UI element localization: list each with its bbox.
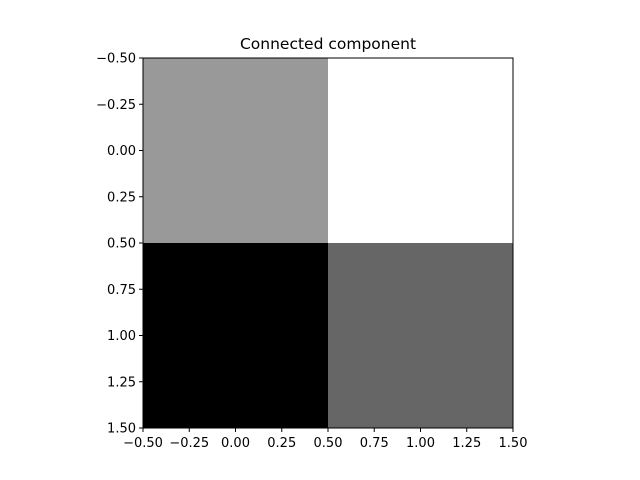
y-tick-label: 1.25 — [107, 375, 136, 390]
y-tick-label: 0.25 — [107, 190, 136, 205]
y-tick-label: 0.50 — [107, 237, 136, 252]
heatmap-cells — [143, 58, 513, 428]
x-tick-label: 1.25 — [452, 436, 481, 451]
chart-title: Connected component — [240, 35, 416, 53]
y-tick-label: 0.00 — [107, 144, 136, 159]
y-tick-label: 1.50 — [107, 422, 136, 437]
y-tick-label: −0.25 — [96, 98, 136, 113]
heatmap-cell-r1-c1 — [328, 243, 513, 428]
x-axis: −0.50 −0.25 0.00 0.25 0.50 0.75 1.00 1.25 1.50 — [123, 428, 527, 451]
x-tick-label: 1.50 — [499, 436, 528, 451]
heatmap-cell-r1-c0 — [143, 243, 328, 428]
heatmap-cell-r0-c0 — [143, 58, 328, 243]
x-tick-label: 0.25 — [267, 436, 296, 451]
axes-frame — [142, 57, 514, 429]
x-tick-label: −0.50 — [123, 436, 163, 451]
x-tick-label: 0.75 — [360, 436, 389, 451]
x-tick-label: −0.25 — [169, 436, 209, 451]
x-tick-label: 0.50 — [314, 436, 343, 451]
y-tick-label: 0.75 — [107, 283, 136, 298]
y-tick-label: −0.50 — [96, 52, 136, 67]
x-tick-label: 1.00 — [406, 436, 435, 451]
y-axis: −0.50 −0.25 0.00 0.25 0.50 0.75 1.00 1.25 1.50 — [96, 52, 143, 437]
y-tick-label: 1.00 — [107, 329, 136, 344]
heatmap-cell-r0-c1 — [328, 58, 513, 243]
x-tick-label: 0.00 — [221, 436, 250, 451]
